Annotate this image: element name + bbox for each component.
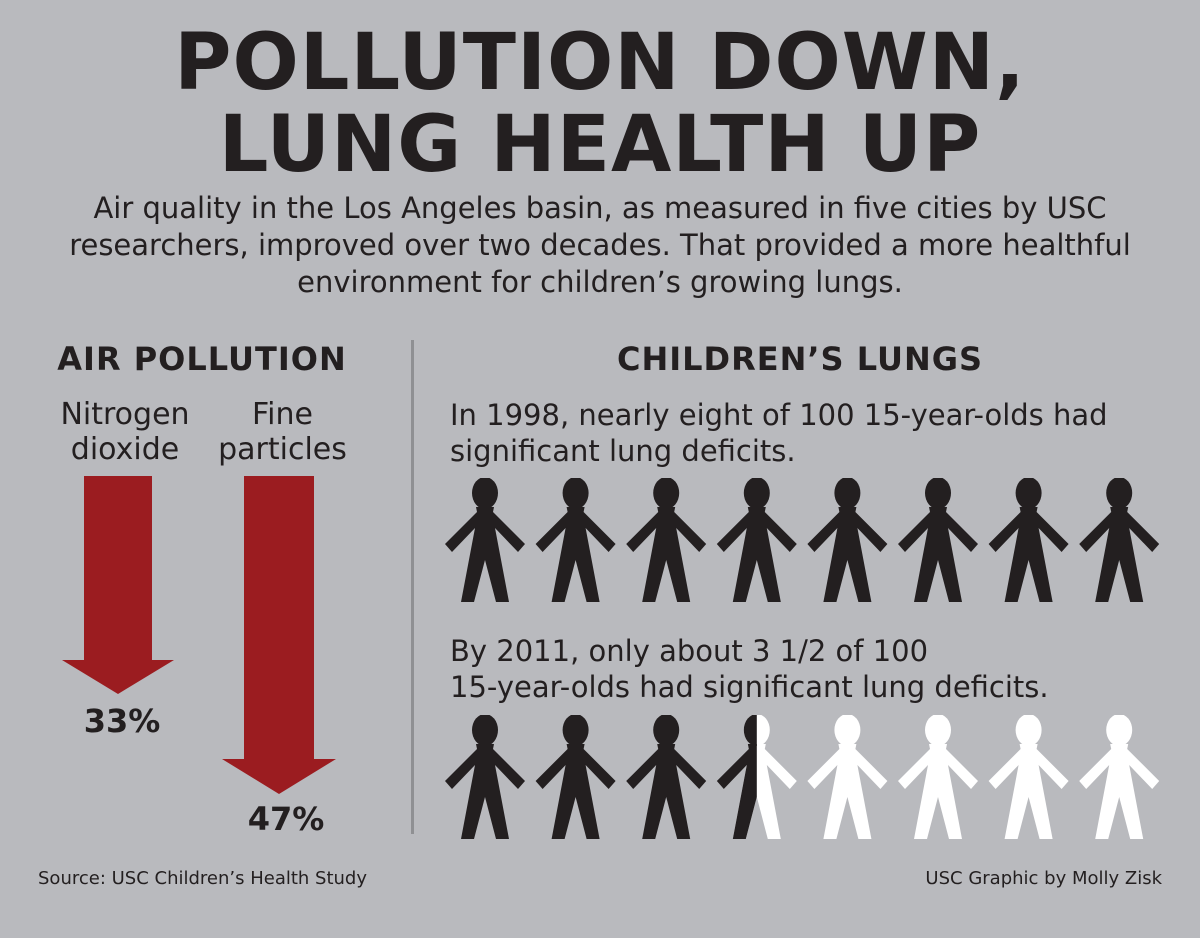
fine-particles-decrease: 47% <box>247 800 325 838</box>
figures-1998 <box>445 478 1160 602</box>
person-icon <box>535 478 616 602</box>
person-icon <box>988 715 1069 839</box>
intro-text: Air quality in the Los Angeles basin, as… <box>69 191 1131 299</box>
person-icon <box>1079 715 1160 839</box>
fine-particles-label-line-2: particles <box>218 432 347 467</box>
headline-line-1: POLLUTION DOWN, <box>174 18 1026 108</box>
headline-line-2: LUNG HEALTH UP <box>218 100 982 190</box>
nitrogen-dioxide-decrease: 33% <box>83 702 161 740</box>
figures-2011 <box>445 715 1160 839</box>
person-icon <box>626 715 707 839</box>
childrens-lungs-heading: CHILDREN’S LUNGS <box>616 340 984 378</box>
nitrogen-dioxide-label-line-1: Nitrogen <box>60 397 190 432</box>
lungs-2011-text-line-2: 15-year-olds had significant lung defici… <box>450 670 1049 704</box>
person-icon <box>535 715 616 839</box>
person-icon <box>988 478 1069 602</box>
air-pollution-heading: AIR POLLUTION <box>57 340 347 378</box>
source-note: Source: USC Children’s Health Study <box>38 868 368 889</box>
person-icon <box>1079 478 1160 602</box>
fine-particles-label: Fine particles <box>200 397 365 467</box>
person-icon <box>716 478 797 602</box>
person-icon <box>445 478 525 602</box>
person-icon <box>898 478 978 602</box>
lungs-2011-text: By 2011, only about 3 1/2 of 100 15-year… <box>450 633 1170 705</box>
lungs-2011-text-line-1: By 2011, only about 3 1/2 of 100 <box>450 634 929 668</box>
person-icon <box>445 715 525 839</box>
headline: POLLUTION DOWN, LUNG HEALTH UP <box>0 22 1200 186</box>
fine-particles-down-arrow <box>222 476 336 794</box>
nitrogen-dioxide-label-line-2: dioxide <box>70 432 180 467</box>
person-icon <box>626 478 707 602</box>
graphic-credit: USC Graphic by Molly Zisk <box>925 868 1162 889</box>
person-icon <box>807 478 888 602</box>
person-icon <box>716 715 797 839</box>
person-icon <box>807 715 888 839</box>
nitrogen-dioxide-label: Nitrogen dioxide <box>40 397 210 467</box>
section-divider <box>411 340 414 834</box>
person-icon <box>898 715 978 839</box>
nitrogen-dioxide-down-arrow <box>62 476 174 694</box>
fine-particles-label-line-1: Fine <box>252 397 313 432</box>
lungs-1998-text: In 1998, nearly eight of 100 15-year-old… <box>450 398 1108 468</box>
